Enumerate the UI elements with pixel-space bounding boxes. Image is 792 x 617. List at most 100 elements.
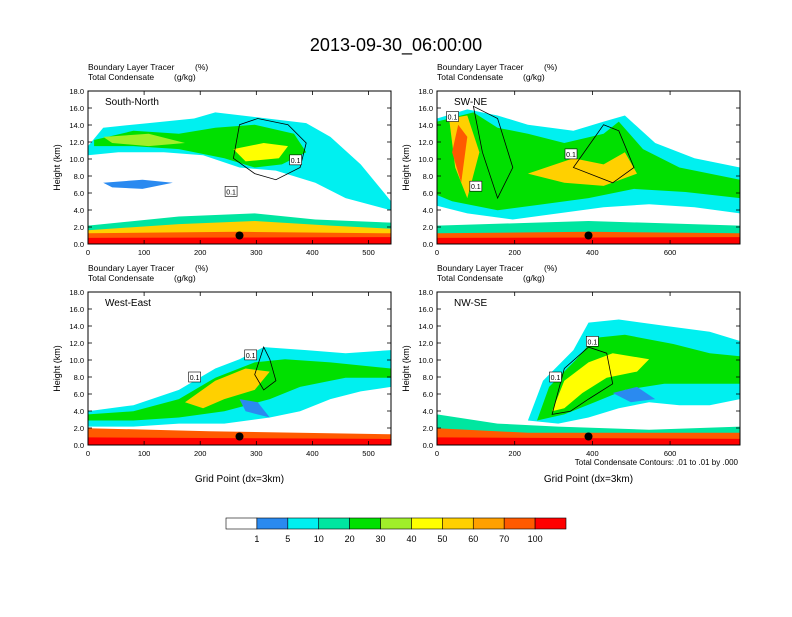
y-axis-label: Height (km) [401,345,411,392]
y-tick-label: 16.0 [69,104,84,113]
y-tick-label: 6.0 [423,189,433,198]
y-axis-label: Height (km) [52,144,62,191]
condensate-contour [254,346,277,391]
y-tick-label: 4.0 [74,407,84,416]
panel-name: NW-SE [454,298,487,309]
x-tick-label: 600 [664,449,677,458]
x-tick-label: 100 [138,449,151,458]
y-tick-label: 0.0 [74,240,84,249]
x-tick-label: 500 [362,449,375,458]
contour-label-box [188,371,201,383]
y-tick-label: 14.0 [418,322,433,331]
y-tick-label: 6.0 [74,390,84,399]
condensate-contour [572,124,635,184]
panel-nw-se: 0.1 0.1 0.0 2.0 4.0 6.0 8.0 10.0 12.0 14.0 16.0 18.… [401,263,741,485]
y-tick-label: 14.0 [69,121,84,130]
condensate-contour [472,105,514,200]
plot-frame [436,291,741,446]
x-tick-label: 200 [508,248,521,257]
tracer-region [233,143,288,162]
colorbar-swatch [256,517,289,530]
y-tick-label: 2.0 [74,424,84,433]
colorbar-swatch [318,517,350,530]
x-tick-label: 200 [194,248,207,257]
contour-label: 0.1 [190,375,200,382]
tracer-region [552,353,650,412]
x-tick-label: 400 [586,449,599,458]
contour-label: 0.1 [226,189,236,196]
subtitle-condensate: Total Condensate [437,273,503,283]
colorbar-swatch [287,517,320,530]
y-tick-label: 18.0 [69,288,84,297]
tracer-region [437,414,740,438]
panel-south-north: 0.1 0.1 0.0 2.0 4.0 6.0 8.0 10.0 12.0 14.0 16.0 18.… [52,62,392,257]
tracer-region [612,386,656,403]
x-axis-label: Grid Point (dx=3km) [195,474,284,485]
y-axis-label: Height (km) [52,345,62,392]
subtitle-condensate-unit: (g/kg) [174,273,196,283]
tracer-region [437,237,740,244]
colorbar-swatch [349,517,381,530]
contour-label: 0.1 [246,353,256,360]
tracer-field [88,346,391,445]
y-tick-label: 6.0 [74,189,84,198]
y-tick-label: 10.0 [418,356,433,365]
colorbar-label: 70 [499,534,509,544]
y-tick-label: 14.0 [69,322,84,331]
subtitle-tracer-unit: (%) [544,62,557,72]
y-tick-label: 0.0 [423,240,433,249]
colorbar-swatch [380,517,412,530]
y-tick-label: 16.0 [69,305,84,314]
panel-sw-ne: 0.1 0.1 0.1 0.0 2.0 4.0 6.0 8.0 10.0 12.0 14.0 16.0… [401,62,741,257]
y-tick-label: 18.0 [418,288,433,297]
subtitle-condensate-unit: (g/kg) [523,72,545,82]
tracer-field [437,319,740,445]
tracer-field [88,112,391,244]
y-tick-label: 8.0 [74,373,84,382]
subtitle-condensate: Total Condensate [88,273,154,283]
y-tick-label: 8.0 [74,172,84,181]
x-tick-label: 300 [250,248,263,257]
panel-name: SW-NE [454,97,487,108]
location-marker [584,432,593,441]
figure-title: 2013-09-30_06:00:00 [310,35,482,56]
colorbar-label: 100 [528,534,543,544]
contour-label: 0.1 [448,115,458,122]
colorbar-label: 30 [376,534,386,544]
plot-frame [436,90,741,245]
subtitle-tracer: Boundary Layer Tracer [88,263,175,273]
colorbar-swatch [472,517,505,530]
colorbar-label: 20 [345,534,355,544]
contour-label-box [289,154,302,166]
plot-frame [87,291,392,446]
location-marker [235,231,244,240]
contour-label-box [564,148,578,160]
colorbar-label: 5 [285,534,290,544]
x-axis-label: Grid Point (dx=3km) [544,474,633,485]
x-tick-label: 400 [306,449,319,458]
x-tick-label: 0 [86,449,90,458]
y-tick-label: 4.0 [74,206,84,215]
y-tick-label: 8.0 [423,172,433,181]
y-tick-label: 16.0 [418,305,433,314]
location-marker [584,231,593,240]
tracer-region [103,133,185,147]
panel-west-east: 0.1 0.1 0.0 2.0 4.0 6.0 8.0 10.0 12.0 14.0 16.0 18.… [52,263,392,485]
colorbar: 1 5 10 20 30 40 50 60 70 100 [225,517,567,544]
subtitle-tracer: Boundary Layer Tracer [437,263,524,273]
subtitle-condensate-unit: (g/kg) [174,72,196,82]
x-tick-label: 0 [435,248,439,257]
contour-label-box [469,180,483,192]
y-tick-label: 4.0 [423,206,433,215]
x-tick-label: 300 [250,449,263,458]
contour-label: 0.1 [588,339,598,346]
x-tick-label: 600 [664,248,677,257]
subtitle-tracer: Boundary Layer Tracer [437,62,524,72]
y-tick-label: 0.0 [423,441,433,450]
contour-note: Total Condensate Contours: .01 to .01 by… [575,458,739,467]
x-tick-label: 400 [306,248,319,257]
tracer-region [437,437,740,445]
x-tick-label: 100 [138,248,151,257]
subtitle-condensate-unit: (g/kg) [523,273,545,283]
